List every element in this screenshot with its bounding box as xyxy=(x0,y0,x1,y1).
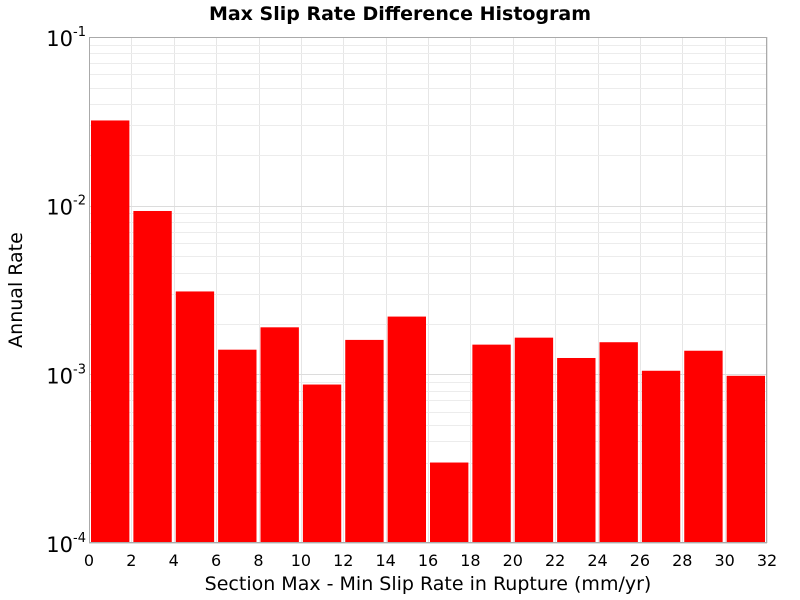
histogram-bar xyxy=(557,357,596,543)
x-tick-label: 8 xyxy=(253,551,263,570)
histogram-bar xyxy=(260,327,299,543)
x-tick-label: 10 xyxy=(291,551,311,570)
bars xyxy=(91,120,765,543)
histogram-bar xyxy=(684,350,723,543)
histogram-bar xyxy=(472,344,511,543)
histogram-bar xyxy=(387,316,426,543)
x-tick-label: 22 xyxy=(545,551,565,570)
histogram-bar xyxy=(599,342,638,543)
plot-area xyxy=(89,37,768,544)
x-tick-label: 4 xyxy=(169,551,179,570)
y-axis-ticks: 10-410-310-210-1 xyxy=(46,25,86,557)
y-tick-base: 10 xyxy=(46,533,73,557)
y-tick-label: 10 -1 xyxy=(46,25,86,51)
x-tick-label: 16 xyxy=(418,551,438,570)
y-tick-exponent: -1 xyxy=(73,25,86,40)
y-tick-label: 10 -4 xyxy=(46,531,86,557)
histogram-bar xyxy=(430,462,469,543)
histogram-bar xyxy=(345,339,384,543)
histogram-bar xyxy=(218,349,257,543)
y-tick-exponent: -2 xyxy=(73,194,86,209)
y-tick-label: 10 -3 xyxy=(46,362,86,388)
x-tick-label: 2 xyxy=(126,551,136,570)
y-tick-exponent: -4 xyxy=(73,531,86,546)
y-tick-base: 10 xyxy=(46,364,73,388)
x-tick-label: 12 xyxy=(333,551,353,570)
chart-title: Max Slip Rate Difference Histogram xyxy=(209,3,591,25)
x-tick-label: 14 xyxy=(375,551,395,570)
x-tick-label: 32 xyxy=(757,551,777,570)
histogram-bar xyxy=(175,291,215,543)
x-tick-label: 20 xyxy=(503,551,523,570)
histogram-bar xyxy=(514,337,554,543)
y-axis-label: Annual Rate xyxy=(5,232,27,348)
x-tick-label: 0 xyxy=(84,551,94,570)
x-axis-ticks: 0 2 4 6 8 10 12 14 16 18 20 22 24 26 28 30 32 xyxy=(84,551,777,570)
histogram-bar xyxy=(302,384,342,543)
y-tick-base: 10 xyxy=(46,196,73,220)
x-tick-label: 24 xyxy=(587,551,607,570)
y-tick-base: 10 xyxy=(46,27,73,51)
histogram-bar xyxy=(91,120,130,543)
plot-border xyxy=(89,37,767,543)
grid-lines xyxy=(89,37,768,544)
x-tick-label: 26 xyxy=(630,551,650,570)
x-tick-label: 18 xyxy=(460,551,480,570)
y-tick-label: 10 -2 xyxy=(46,194,86,220)
y-tick-exponent: -3 xyxy=(73,362,86,377)
histogram-bar xyxy=(726,375,765,543)
x-tick-label: 28 xyxy=(672,551,692,570)
x-axis-label: Section Max - Min Slip Rate in Rupture (… xyxy=(205,573,652,595)
histogram-bar xyxy=(133,210,172,543)
x-tick-label: 30 xyxy=(714,551,734,570)
x-tick-label: 6 xyxy=(211,551,221,570)
histogram-bar xyxy=(641,370,681,543)
